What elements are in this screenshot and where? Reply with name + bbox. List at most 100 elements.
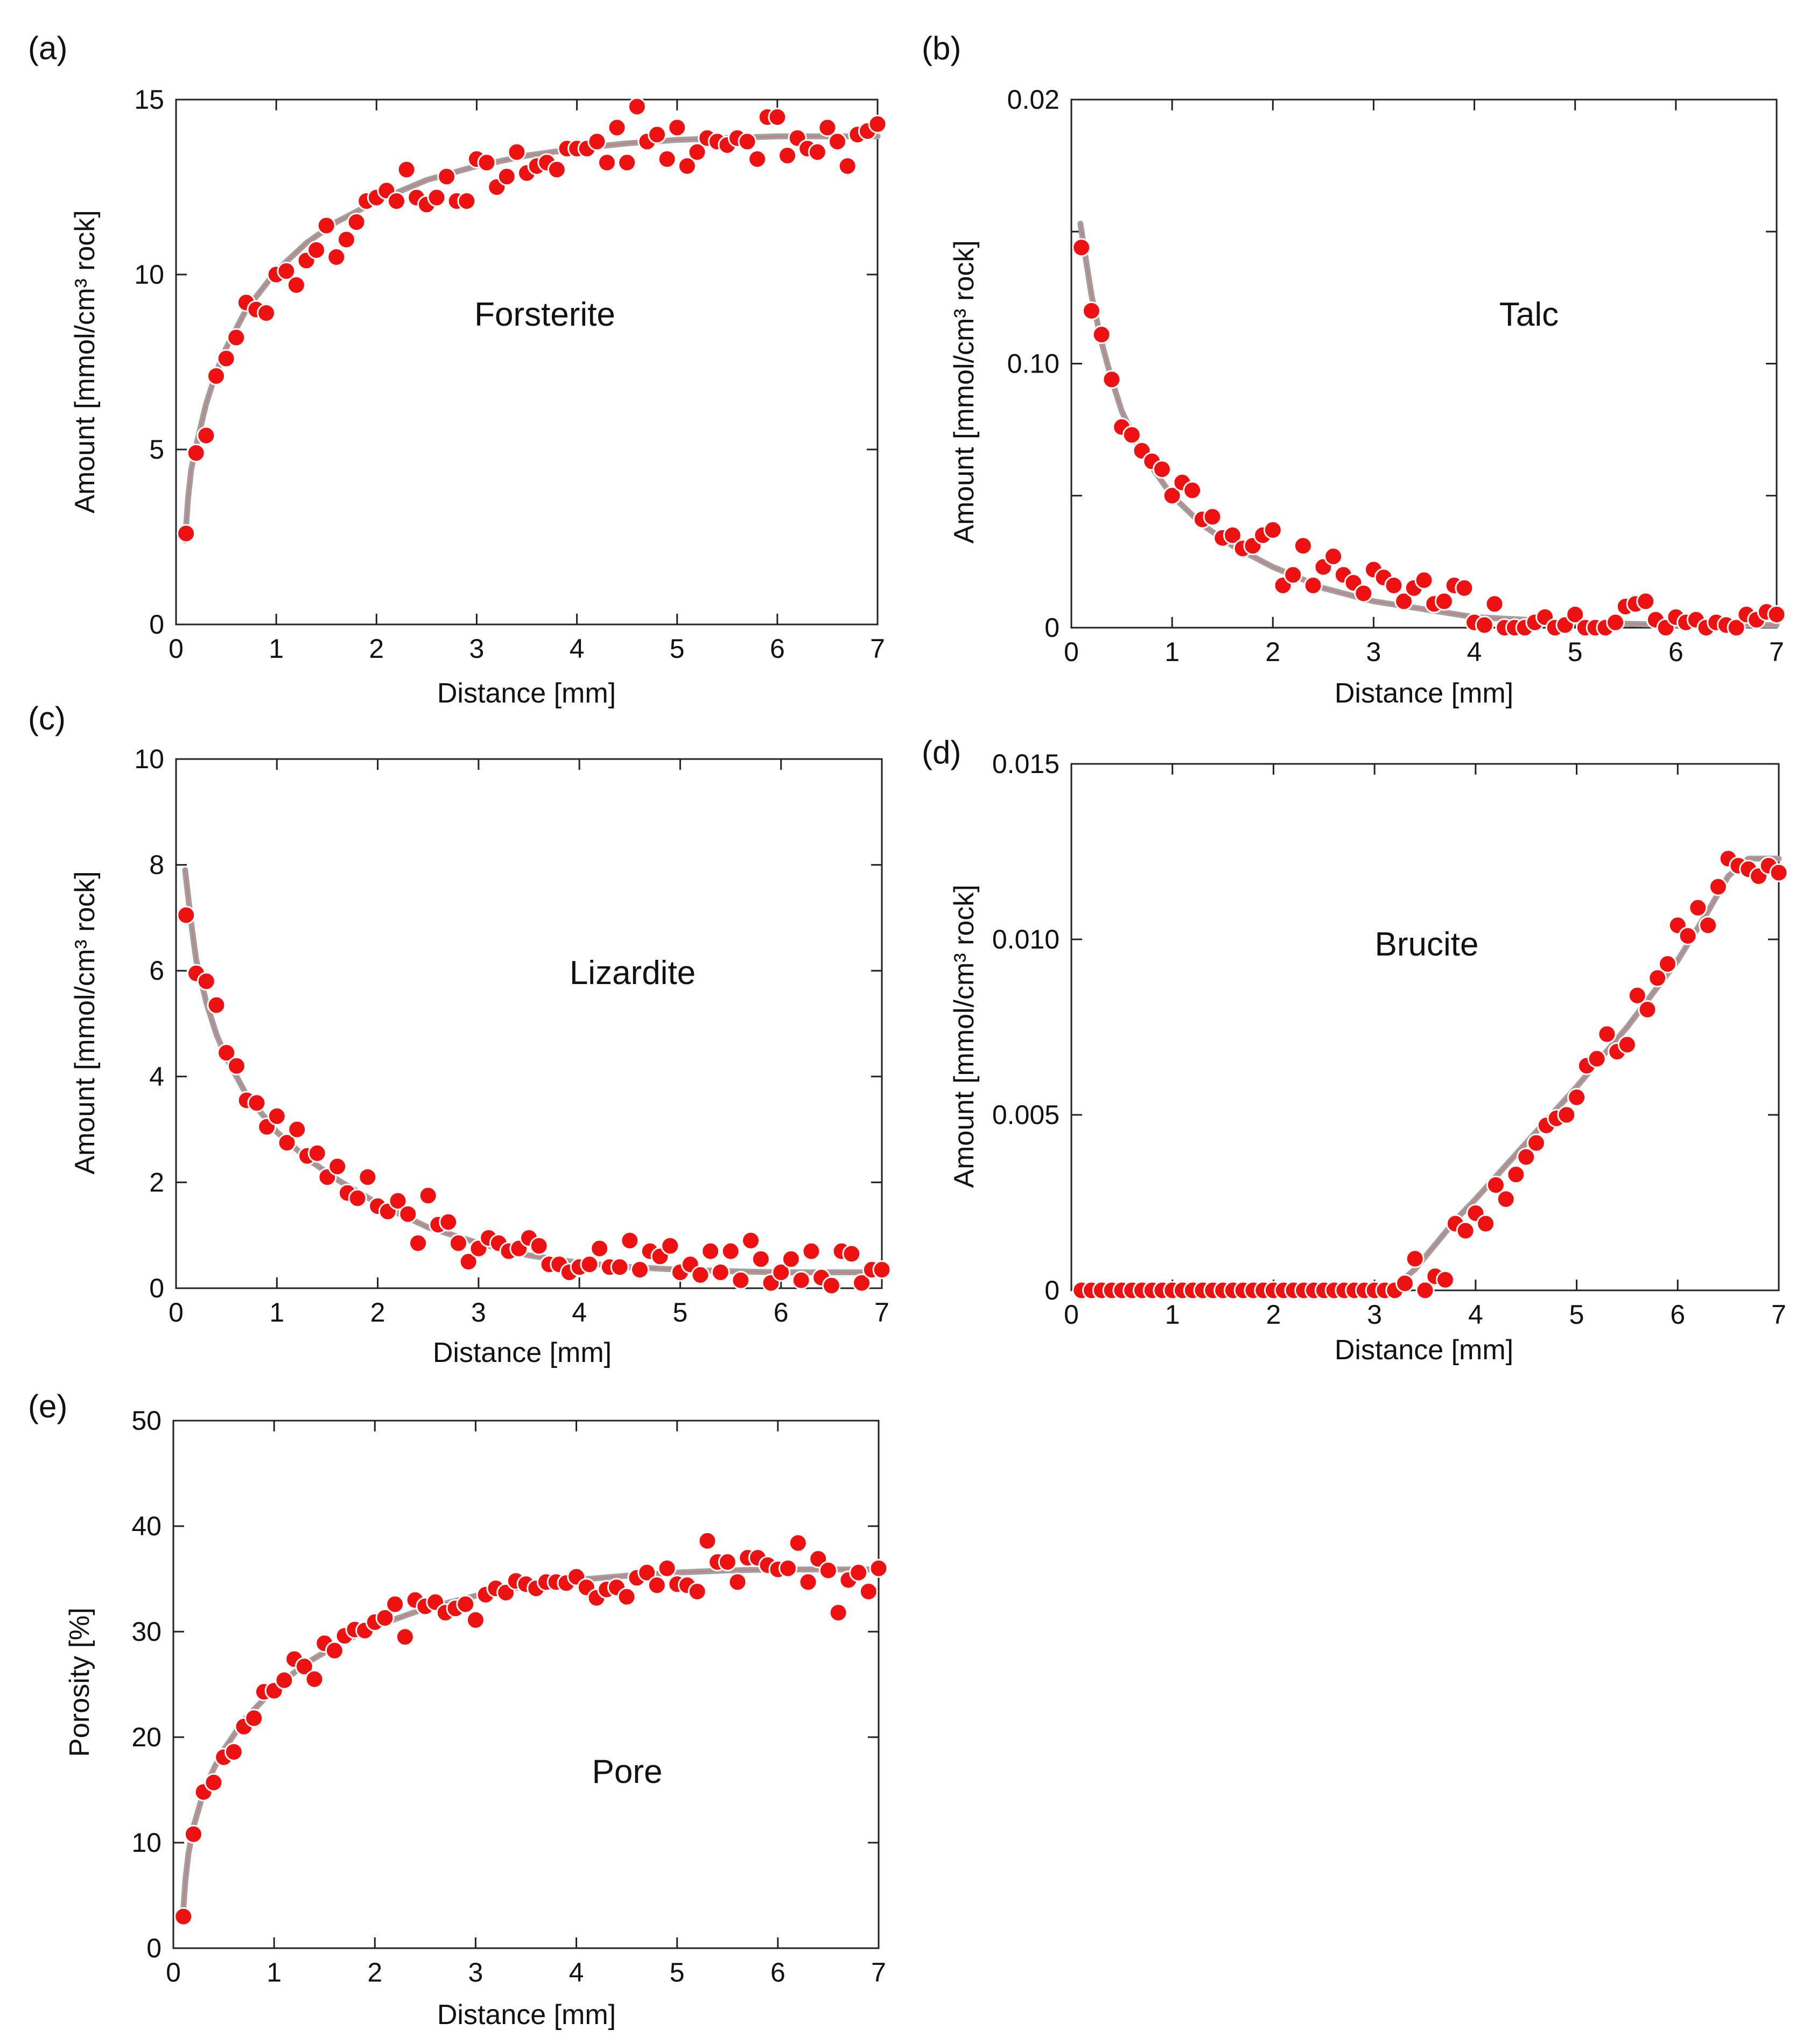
- panel-c-data-point: [227, 1056, 246, 1076]
- panel-a-data-point: [808, 143, 827, 161]
- panel-d-data-point: [1708, 877, 1728, 896]
- panel-a-x-tick-label: 0: [169, 634, 184, 664]
- panel-e-data-point: [647, 1576, 667, 1595]
- panel-d-data-point: [1436, 1270, 1455, 1289]
- panel-d-x-tick-label: 7: [1771, 1300, 1786, 1330]
- panel-b-x-tick-label: 3: [1366, 637, 1381, 667]
- panel-a-data-point: [216, 349, 236, 368]
- panel-a-data-point: [547, 160, 566, 179]
- panel-a-x-tick-label: 2: [369, 634, 384, 664]
- panel-c-y-tick-label: 6: [149, 956, 164, 986]
- panel-b-data-point: [1384, 576, 1404, 595]
- panel-e-data-point: [385, 1595, 405, 1614]
- panel-e-data-point: [395, 1627, 415, 1647]
- panel-a-y-tick-label: 15: [134, 85, 164, 115]
- panel-b-data-point: [1455, 578, 1474, 598]
- panel-c-data-point: [610, 1258, 629, 1277]
- panel-c-x-tick-label: 5: [673, 1297, 688, 1327]
- panel-c-y-tick-label: 4: [149, 1062, 164, 1092]
- panel-e-data-point: [798, 1572, 818, 1592]
- panel-e-x-tick-label: 7: [871, 1957, 886, 1987]
- panel-b-fit-curve-core: [1079, 223, 1778, 626]
- panel-c-data-point: [348, 1189, 367, 1208]
- panel-a-data-point: [257, 304, 276, 322]
- panel-d-y-tick-label: 0.010: [992, 924, 1060, 954]
- panel-c-data-point: [751, 1249, 770, 1269]
- panel-d-x-tick-label: 4: [1468, 1300, 1483, 1330]
- panel-b-data-point: [1283, 565, 1303, 585]
- panel-c-data-point: [731, 1270, 750, 1290]
- panel-a-data-point: [748, 150, 767, 168]
- panel-e-x-tick-label: 0: [166, 1957, 181, 1987]
- panel-a-data-point: [186, 444, 206, 462]
- panel-a-y-axis-label: Amount [mmol/cm³ rock]: [69, 210, 101, 513]
- panel-c-mineral-label: Lizardite: [570, 954, 696, 992]
- panel-e-data-point: [818, 1561, 838, 1580]
- panel-d-x-axis-label: Distance [mm]: [1335, 1334, 1513, 1366]
- panel-b-x-tick-label: 1: [1164, 637, 1180, 667]
- panel-d-x-tick-label: 0: [1064, 1300, 1079, 1330]
- panel-b-data-point: [1434, 592, 1454, 611]
- panel-d-data-point: [1395, 1274, 1414, 1293]
- panel-d-y-tick-label: 0.005: [992, 1100, 1060, 1130]
- panel-a-fit-curve: [182, 133, 881, 544]
- panel-e-data-point: [698, 1531, 717, 1550]
- panel-a-data-point: [347, 213, 366, 231]
- panel-a-x-tick-label: 4: [570, 634, 585, 664]
- panel-a-data-point: [497, 167, 516, 186]
- panel-a-data-point: [838, 157, 857, 175]
- panel-c-data-point: [197, 972, 216, 991]
- panel-c-data-point: [177, 905, 196, 925]
- panel-e-data-point: [687, 1582, 707, 1601]
- panel-e-data-point: [224, 1742, 243, 1761]
- panel-c-data-point: [872, 1260, 892, 1280]
- panel-c-fit-curve-core: [184, 869, 883, 1273]
- panel-a-plot-frame: [175, 99, 879, 626]
- panel-a-x-tick-label: 1: [269, 634, 284, 664]
- panel-c-x-tick-label: 3: [471, 1297, 486, 1327]
- panel-e-x-tick-label: 3: [468, 1957, 483, 1987]
- panel-b-x-axis-label: Distance [mm]: [1335, 678, 1513, 709]
- panel-e: (e) Pore Distance [mm] Porosity [%] 0 1 2 3…: [28, 1388, 888, 2031]
- panel-b-data-point: [1082, 301, 1101, 320]
- panel-c-data-point: [630, 1260, 649, 1280]
- panel-c-data-point: [771, 1263, 791, 1282]
- panel-b-data-point: [1303, 576, 1323, 595]
- panel-c-x-tick-label: 2: [370, 1297, 385, 1327]
- panel-a-data-point: [677, 157, 697, 175]
- panel-e-data-point: [294, 1657, 314, 1676]
- panel-c-data-point: [307, 1143, 327, 1163]
- panel-c-x-tick-label: 0: [169, 1297, 184, 1327]
- panel-b-data-point: [1324, 547, 1343, 566]
- panel-b-x-tick-label: 6: [1668, 637, 1683, 667]
- panel-d-data-point: [1617, 1035, 1637, 1055]
- panel-b-label: (b): [922, 30, 961, 66]
- panel-a-data-point: [648, 125, 667, 144]
- panel-d-y-axis-label: Amount [mmol/cm³ rock]: [949, 884, 980, 1188]
- panel-c-data-point: [207, 995, 226, 1015]
- panel-e-data-point: [375, 1608, 395, 1627]
- panel-e-x-tick-label: 4: [569, 1957, 584, 1987]
- panel-c-plot-frame: [175, 758, 883, 1289]
- panel-a-data-point: [437, 167, 457, 186]
- panel-a-data-point: [828, 132, 847, 151]
- panel-c-data-point: [711, 1263, 730, 1282]
- panel-e-data-point: [204, 1773, 223, 1792]
- panel-b-data-point: [1122, 425, 1141, 445]
- panel-c-y-tick-label: 8: [149, 850, 164, 880]
- panel-e-data-point: [657, 1558, 677, 1578]
- panel-c-data-point: [802, 1241, 821, 1261]
- panel-a-x-tick-label: 6: [770, 634, 785, 664]
- panel-b-data-point: [1606, 613, 1625, 632]
- panel-a-data-point: [397, 160, 416, 179]
- panel-d-mineral-label: Brucite: [1375, 926, 1479, 963]
- panel-d-data-point: [1648, 968, 1667, 988]
- panel-e-x-tick-label: 1: [266, 1957, 282, 1987]
- panel-b-plot-frame: [1070, 99, 1778, 629]
- panel-e-data-point: [244, 1709, 264, 1728]
- panel-a-mineral-label: Forsterite: [474, 296, 615, 333]
- panel-c-data-point: [590, 1239, 609, 1258]
- panel-b-data-point: [1354, 584, 1373, 603]
- panel-e-data-point: [829, 1603, 848, 1622]
- panel-a-data-point: [477, 153, 496, 172]
